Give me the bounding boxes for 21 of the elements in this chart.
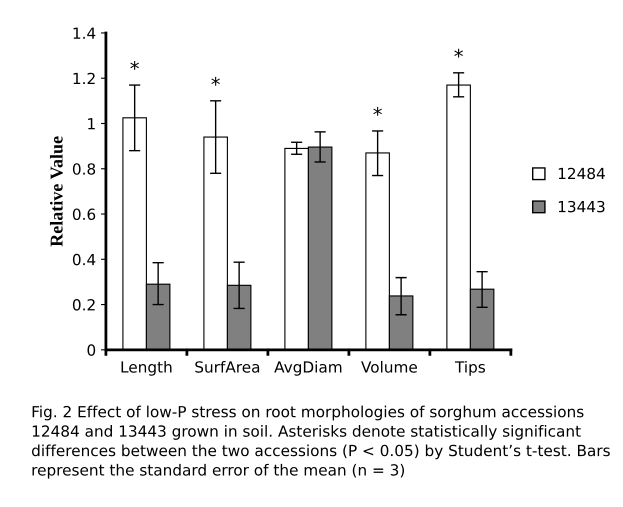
y-tick-label: 0.6 [72, 208, 96, 220]
y-tick-label: 1.4 [74, 28, 96, 39]
y-tick-label: 0.8 [72, 163, 96, 175]
y-tick-label: 0.4 [72, 254, 96, 266]
y-tick-label: 0.2 [72, 299, 95, 311]
x-tick-label: AvgDiam [274, 360, 342, 376]
x-tick-label: SurfArea [195, 360, 260, 373]
data-label: * [130, 60, 139, 70]
legend-label: 12484 [558, 168, 605, 180]
x-tick-label: Volume [361, 360, 417, 373]
y-tick-label: 1 [88, 118, 95, 130]
data-label: * [454, 48, 463, 58]
y-axis-title: Relative Value [50, 136, 63, 247]
y-tick-label: 0 [87, 344, 96, 356]
data-label: * [211, 76, 220, 86]
x-tick-label: Length [122, 360, 172, 376]
x-tick-label: Tips [454, 360, 485, 376]
legend-label: 13443 [558, 200, 605, 212]
y-tick-label: 1.2 [74, 72, 95, 84]
caption: Fig. 2 Effect of low-P stress on root morphologies of sorghum accessions 12484 and 13443 grown in soil. Asterisks denote statistically significant differences between the two accessions (P < 0.05) by Student’s t-test. Bars represent the standard error of the mean (n = 3) [32, 406, 610, 479]
data-label: * [373, 106, 382, 116]
